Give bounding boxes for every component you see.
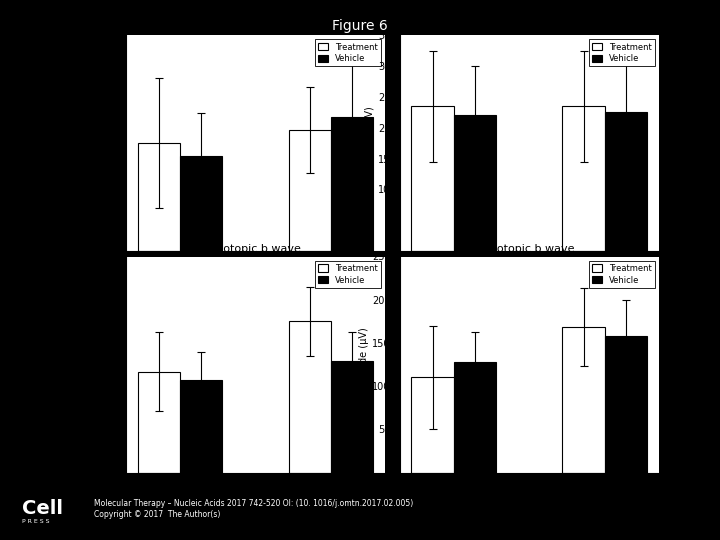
Bar: [331, 117, 374, 251]
Bar: [138, 143, 180, 251]
Y-axis label: Amplitude (μV): Amplitude (μV): [365, 106, 375, 180]
Text: A: A: [69, 18, 80, 32]
Bar: [562, 106, 605, 251]
Bar: [605, 336, 647, 472]
X-axis label: Treatment time: Treatment time: [216, 515, 295, 524]
Title: Photopic a wave: Photopic a wave: [484, 23, 575, 33]
Y-axis label: Amplitude (μV): Amplitude (μV): [92, 106, 102, 180]
Bar: [411, 106, 454, 251]
Y-axis label: Amplitude (μV): Amplitude (μV): [359, 328, 369, 401]
Bar: [411, 377, 454, 472]
Text: Cell: Cell: [22, 500, 63, 518]
Text: P R E S S: P R E S S: [22, 519, 49, 524]
Bar: [331, 361, 374, 472]
Bar: [605, 112, 647, 251]
Title: Scotopic a wave: Scotopic a wave: [210, 23, 301, 33]
Legend: Treatment, Vehicle: Treatment, Vehicle: [315, 261, 381, 288]
Bar: [180, 380, 222, 472]
Bar: [454, 362, 496, 472]
Legend: Treatment, Vehicle: Treatment, Vehicle: [588, 261, 654, 288]
Text: B: B: [343, 18, 354, 32]
Bar: [180, 156, 222, 251]
X-axis label: Treatment time: Treatment time: [490, 515, 569, 524]
Bar: [289, 321, 331, 472]
Legend: Treatment, Vehicle: Treatment, Vehicle: [315, 39, 381, 66]
Legend: Treatment, Vehicle: Treatment, Vehicle: [588, 39, 654, 66]
Y-axis label: Amplitude (μV): Amplitude (μV): [86, 328, 96, 401]
Text: D: D: [343, 239, 354, 253]
Bar: [454, 116, 496, 251]
Text: Figure 6: Figure 6: [332, 19, 388, 33]
Bar: [562, 327, 605, 472]
Bar: [138, 372, 180, 472]
X-axis label: Treatment time: Treatment time: [490, 293, 569, 303]
Bar: [289, 130, 331, 251]
Text: Molecular Therapy – Nucleic Acids 2017 742-520 OI: (10. 1016/j.omtn.2017.02.005): Molecular Therapy – Nucleic Acids 2017 7…: [94, 500, 413, 519]
Text: C: C: [69, 239, 79, 253]
X-axis label: Treatment time: Treatment time: [216, 293, 295, 303]
Title: Scotopic b wave: Scotopic b wave: [210, 244, 301, 254]
Title: Photopic b wave: Photopic b wave: [483, 244, 575, 254]
